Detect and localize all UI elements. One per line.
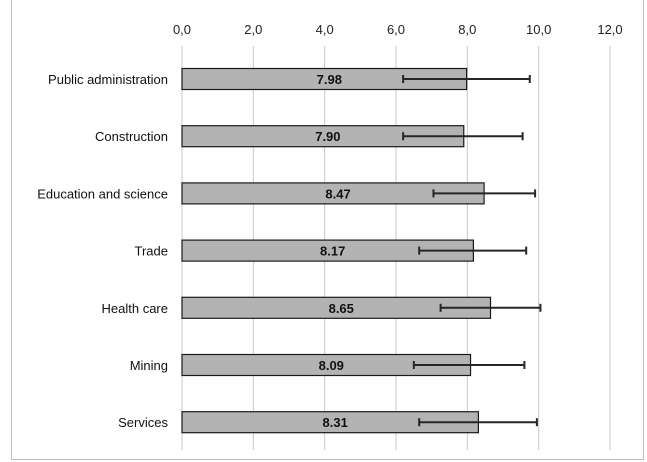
x-tick-label: 8,0 <box>458 22 476 37</box>
x-tick-label: 0,0 <box>173 22 191 37</box>
data-label: 8.47 <box>325 186 350 201</box>
data-label: 8.09 <box>319 358 344 373</box>
category-label: Health care <box>102 301 168 316</box>
x-tick-label: 10,0 <box>526 22 551 37</box>
category-label: Services <box>118 415 168 430</box>
category-label: Mining <box>130 358 168 373</box>
category-labels: Public administration Construction Educati… <box>37 72 168 430</box>
x-axis-tick-labels: 0,0 2,0 4,0 6,0 8,0 10,0 12,0 <box>173 22 623 37</box>
data-label: 8.65 <box>329 301 354 316</box>
x-tick-label: 12,0 <box>597 22 622 37</box>
category-label: Education and science <box>37 186 168 201</box>
data-label: 8.17 <box>320 244 345 259</box>
x-tick-label: 6,0 <box>387 22 405 37</box>
category-label: Public administration <box>48 72 168 87</box>
bars: 7.98 7.90 8.47 8.17 8.65 8.09 8.31 <box>181 67 542 434</box>
x-tick-label: 2,0 <box>244 22 262 37</box>
data-label: 8.31 <box>323 415 348 430</box>
data-label: 7.90 <box>315 129 340 144</box>
x-tick-label: 4,0 <box>316 22 334 37</box>
data-label: 7.98 <box>317 72 342 87</box>
category-label: Trade <box>135 244 168 259</box>
chart-frame <box>11 0 644 460</box>
category-label: Construction <box>95 129 168 144</box>
